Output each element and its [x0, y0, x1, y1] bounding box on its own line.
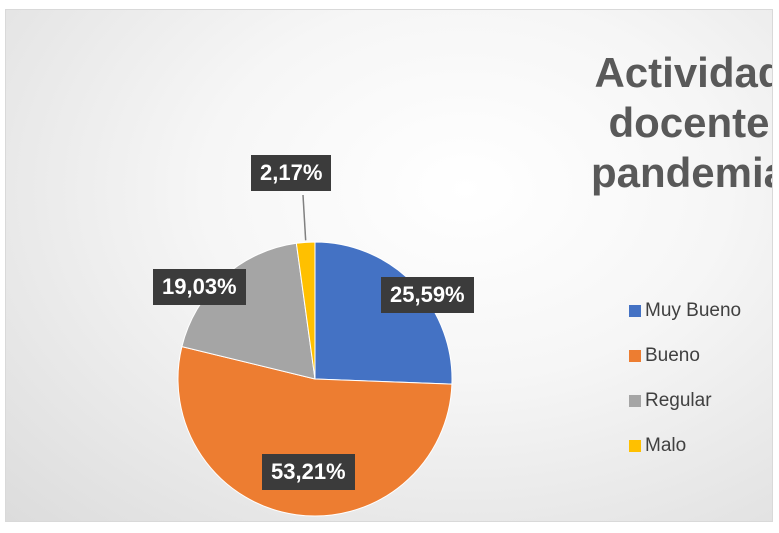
legend-label-regular: Regular [645, 390, 712, 411]
legend: Muy Bueno Bueno Regular Malo [629, 300, 741, 480]
legend-item-malo: Malo [629, 435, 741, 457]
chart-title-line-2: docente [608, 99, 770, 146]
pie-slice-bueno [177, 345, 453, 517]
legend-item-muy-bueno: Muy Bueno [629, 300, 741, 322]
legend-label-bueno: Bueno [645, 345, 700, 366]
chart-title: Actividad docente pandemia [574, 48, 773, 198]
chart-title-line-3: pandemia [590, 149, 773, 196]
chart-title-line-1: Actividad [594, 49, 773, 96]
legend-swatch-regular [629, 395, 641, 407]
legend-item-bueno: Bueno [629, 345, 741, 367]
pie-chart [177, 194, 453, 517]
legend-label-muy-bueno: Muy Bueno [645, 300, 742, 321]
data-label-bueno: 53,21% [262, 454, 355, 490]
legend-swatch-bueno [629, 350, 641, 362]
legend-swatch-muy-bueno [629, 305, 641, 317]
chart-area: Actividad docente pandemia 25,59% 53,21%… [5, 9, 773, 522]
leader-line-malo [302, 194, 307, 241]
pie-slice-muy-bueno [314, 241, 453, 385]
legend-label-malo: Malo [645, 435, 687, 456]
data-label-muy-bueno: 25,59% [381, 277, 474, 313]
data-label-regular: 19,03% [153, 269, 246, 305]
pie-slice-malo [295, 241, 316, 380]
legend-swatch-malo [629, 440, 641, 452]
legend-item-regular: Regular [629, 390, 741, 412]
data-label-malo: 2,17% [251, 155, 332, 191]
